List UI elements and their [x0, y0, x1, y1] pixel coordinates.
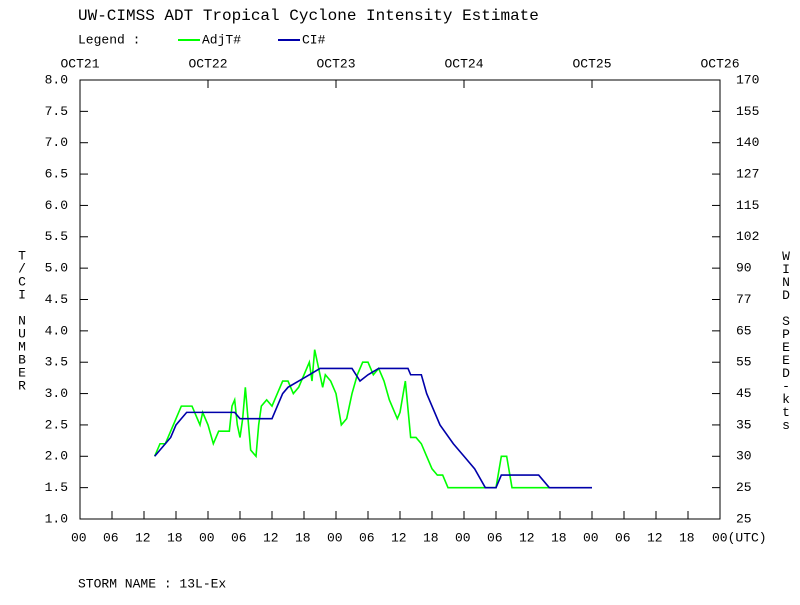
x-tick-label: 18: [295, 530, 311, 545]
x-tick-label: 00: [327, 530, 343, 545]
x-tick-label: 18: [551, 530, 567, 545]
y-tick-label: 1.0: [45, 511, 68, 526]
y2-axis-label: WIND SPEED-kts: [779, 249, 794, 431]
x-tick-label: 00: [199, 530, 215, 545]
x-tick-label: 00: [583, 530, 599, 545]
y-tick-label: 4.0: [45, 323, 68, 338]
y2-tick-label: 90: [736, 261, 752, 276]
series-line: [153, 349, 550, 489]
y2-tick-label: 55: [736, 355, 752, 370]
legend-entry: AdjT#: [202, 32, 241, 47]
series-line: [154, 367, 592, 489]
y2-tick-label: 115: [736, 198, 759, 213]
x-tick-label: 12: [647, 530, 663, 545]
y-tick-label: 8.0: [45, 72, 68, 87]
x-tick-label: 12: [519, 530, 535, 545]
top-tick-label: OCT23: [316, 56, 355, 71]
legend-label: Legend :: [78, 32, 140, 47]
top-tick-label: OCT21: [60, 56, 99, 71]
x-tick-label: 06: [487, 530, 503, 545]
x-tick-label: 12: [263, 530, 279, 545]
footer: STORM NAME : 13L-Ex: [78, 576, 226, 591]
y-tick-label: 5.5: [45, 229, 68, 244]
legend-entry: CI#: [302, 32, 326, 47]
y2-tick-label: 25: [736, 480, 752, 495]
y2-tick-label: 140: [736, 135, 759, 150]
y-axis-label: T/CI NUMBER: [15, 249, 30, 392]
top-tick-label: OCT26: [700, 56, 739, 71]
top-tick-label: OCT25: [572, 56, 611, 71]
x-tick-label: 18: [679, 530, 695, 545]
x-tick-label: 00: [455, 530, 471, 545]
y-tick-label: 5.0: [45, 261, 68, 276]
y2-tick-label: 155: [736, 104, 759, 119]
x-tick-label: 00(UTC): [712, 530, 767, 545]
x-tick-label: 18: [423, 530, 439, 545]
y2-tick-label: 65: [736, 323, 752, 338]
x-tick-label: 12: [391, 530, 407, 545]
y-tick-label: 3.5: [45, 355, 68, 370]
y-tick-label: 7.0: [45, 135, 68, 150]
y-tick-label: 2.0: [45, 449, 68, 464]
y2-tick-label: 30: [736, 449, 752, 464]
x-tick-label: 06: [231, 530, 247, 545]
y-tick-label: 6.0: [45, 198, 68, 213]
y-tick-label: 3.0: [45, 386, 68, 401]
y-tick-label: 4.5: [45, 292, 68, 307]
y2-tick-label: 45: [736, 386, 752, 401]
y2-tick-label: 170: [736, 72, 759, 87]
y-tick-label: 7.5: [45, 104, 68, 119]
y2-tick-label: 127: [736, 167, 759, 182]
x-tick-label: 06: [615, 530, 631, 545]
x-tick-label: 00: [71, 530, 87, 545]
y2-tick-label: 35: [736, 417, 752, 432]
top-tick-label: OCT22: [188, 56, 227, 71]
x-tick-label: 06: [359, 530, 375, 545]
x-tick-label: 06: [103, 530, 119, 545]
y2-tick-label: 102: [736, 229, 759, 244]
chart-title: UW-CIMSS ADT Tropical Cyclone Intensity …: [78, 7, 539, 25]
y-tick-label: 6.5: [45, 167, 68, 182]
y-tick-label: 1.5: [45, 480, 68, 495]
top-tick-label: OCT24: [444, 56, 483, 71]
y-tick-label: 2.5: [45, 417, 68, 432]
x-tick-label: 12: [135, 530, 151, 545]
x-tick-label: 18: [167, 530, 183, 545]
y2-tick-label: 77: [736, 292, 752, 307]
y2-tick-label: 25: [736, 511, 752, 526]
plot-frame: [79, 79, 721, 520]
